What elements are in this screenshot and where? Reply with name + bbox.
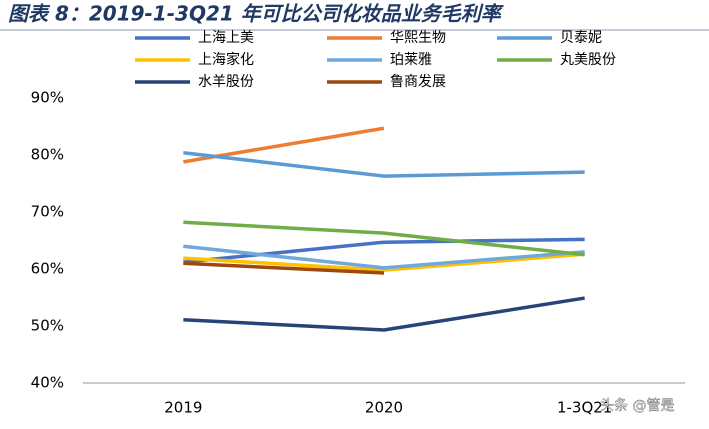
x-tick-label: 2019 xyxy=(164,399,202,417)
legend-label: 上海家化 xyxy=(198,51,254,68)
series-line xyxy=(183,252,585,272)
legend-label: 华熙生物 xyxy=(390,30,446,46)
legend-label: 珀莱雅 xyxy=(390,52,432,68)
watermark: 头条 @管是 xyxy=(600,397,674,414)
series-line xyxy=(183,237,585,264)
series-line xyxy=(183,220,585,257)
y-tick-label: 40% xyxy=(31,374,64,392)
y-tick-label: 80% xyxy=(31,146,64,164)
y-tick-label: 50% xyxy=(31,317,64,335)
series-line xyxy=(183,296,585,332)
chart-title: 图表 8：2019-1-3Q21 年可比公司化妆品业务毛利率 xyxy=(8,2,505,26)
legend-label: 贝泰妮 xyxy=(560,30,602,46)
legend-label: 上海上美 xyxy=(198,30,254,46)
legend-label: 丸美股份 xyxy=(560,52,616,68)
y-tick-label: 90% xyxy=(31,89,64,107)
legend-label: 水羊股份 xyxy=(198,74,254,90)
series-line xyxy=(183,261,385,275)
y-tick-label: 60% xyxy=(31,260,64,278)
series-line xyxy=(183,244,585,270)
x-tick-label: 2020 xyxy=(365,399,403,417)
y-tick-label: 70% xyxy=(31,203,64,221)
series-line xyxy=(183,150,585,178)
x-tick-label: 1-3Q21 xyxy=(557,399,612,417)
legend-label: 鲁商发展 xyxy=(390,74,446,90)
